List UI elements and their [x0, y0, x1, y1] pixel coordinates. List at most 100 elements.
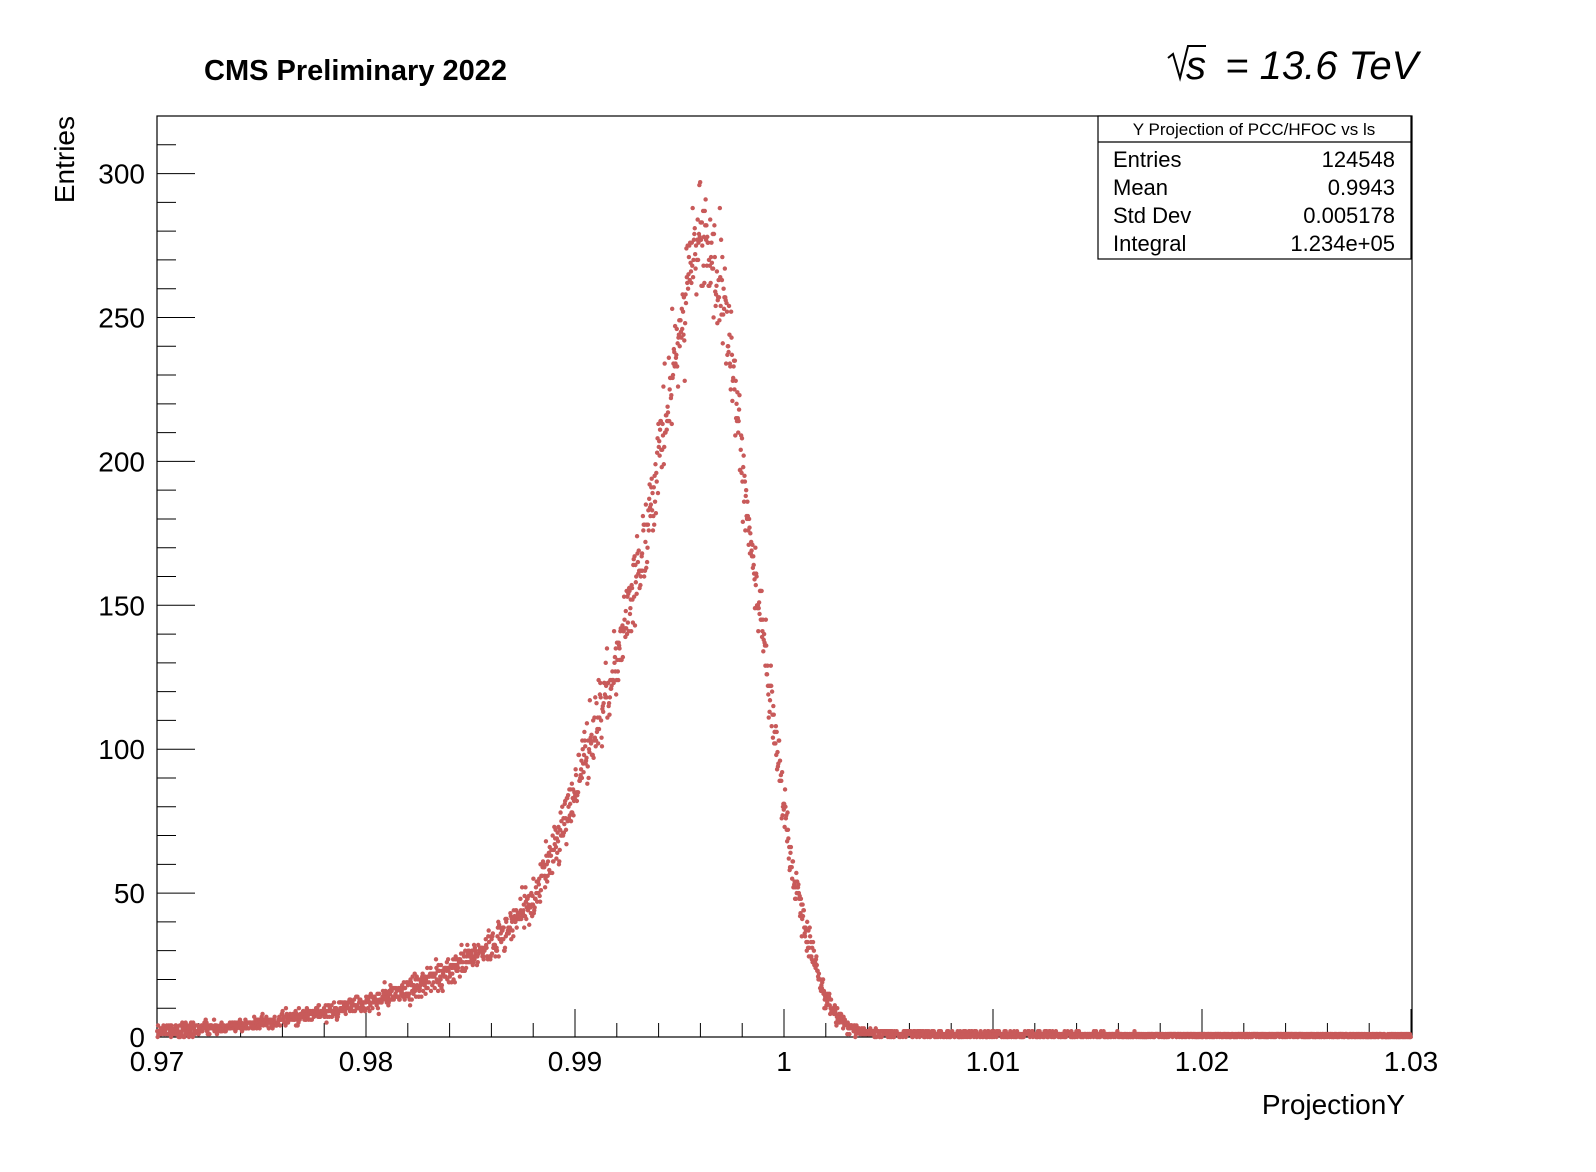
- data-point: [316, 1003, 322, 1008]
- data-point: [766, 715, 771, 720]
- data-point: [409, 997, 414, 1002]
- data-point: [425, 965, 430, 971]
- data-points: [155, 180, 1413, 1040]
- data-point: [435, 988, 441, 994]
- data-point: [557, 847, 562, 853]
- data-point: [329, 1003, 334, 1008]
- data-point: [628, 605, 633, 611]
- data-point: [655, 490, 661, 496]
- data-point: [382, 980, 387, 985]
- data-point: [155, 1023, 161, 1028]
- data-point: [697, 180, 703, 185]
- data-point: [647, 496, 652, 501]
- data-point: [661, 384, 666, 389]
- data-point: [510, 928, 515, 933]
- data-point: [511, 934, 516, 939]
- data-point: [757, 611, 762, 617]
- data-point: [545, 879, 550, 884]
- data-point: [667, 387, 672, 392]
- data-point: [594, 700, 599, 706]
- data-point: [486, 928, 491, 933]
- data-point: [661, 462, 667, 467]
- data-point: [475, 959, 481, 965]
- data-point: [827, 991, 832, 997]
- data-point: [692, 226, 697, 231]
- data-point: [536, 882, 542, 887]
- data-point: [754, 574, 759, 579]
- data-point: [620, 654, 626, 660]
- stats-row-value: 0.005178: [1303, 203, 1395, 228]
- data-point: [569, 781, 575, 786]
- data-point: [736, 430, 741, 435]
- data-point: [805, 939, 810, 945]
- stats-box-frame: [1097, 115, 1412, 260]
- data-point: [811, 948, 817, 953]
- data-point: [490, 931, 496, 936]
- data-point: [779, 770, 785, 775]
- data-point: [615, 669, 621, 674]
- data-point: [555, 839, 561, 844]
- data-point: [629, 628, 634, 634]
- data-point: [770, 735, 776, 740]
- data-point: [599, 744, 605, 749]
- data-point: [530, 893, 535, 899]
- data-point: [720, 312, 726, 317]
- data-point: [654, 470, 659, 476]
- energy-text: s = 13.6 TeV: [1186, 44, 1422, 88]
- data-point: [718, 237, 724, 242]
- data-point: [565, 793, 571, 798]
- data-point: [542, 885, 548, 890]
- data-point: [370, 1006, 375, 1011]
- data-point: [638, 574, 644, 579]
- data-point: [701, 263, 706, 268]
- x-tick-label: 1.02: [1175, 1046, 1230, 1077]
- data-point: [789, 876, 795, 881]
- data-point: [568, 818, 574, 824]
- data-point: [621, 594, 627, 599]
- data-point: [785, 827, 791, 832]
- data-point: [681, 332, 686, 337]
- data-point: [455, 965, 461, 971]
- data-point: [438, 977, 443, 982]
- data-point: [691, 257, 696, 263]
- data-point: [740, 519, 746, 525]
- data-point: [440, 988, 445, 994]
- data-point: [277, 1023, 283, 1028]
- data-point: [405, 982, 411, 988]
- data-point: [266, 1026, 272, 1031]
- data-point: [789, 864, 794, 870]
- data-point: [733, 433, 738, 438]
- data-point: [433, 957, 439, 962]
- data-point: [712, 223, 717, 228]
- data-point: [521, 908, 526, 913]
- data-point: [599, 735, 604, 740]
- data-point: [650, 490, 655, 496]
- data-point: [718, 303, 723, 309]
- data-point: [753, 545, 758, 550]
- data-point: [709, 240, 714, 245]
- y-tick-label: 150: [98, 590, 145, 621]
- data-point: [649, 508, 655, 513]
- energy-label: s = 13.6 TeV: [1167, 44, 1422, 88]
- data-point: [654, 479, 659, 484]
- data-point: [611, 628, 617, 634]
- data-point: [656, 444, 662, 450]
- data-point: [531, 876, 536, 881]
- data-point: [465, 942, 470, 948]
- data-point: [558, 810, 563, 815]
- data-point: [816, 971, 822, 976]
- data-point: [459, 942, 464, 948]
- data-point: [526, 893, 532, 899]
- data-point: [769, 689, 775, 694]
- data-point: [560, 804, 565, 809]
- data-point: [729, 335, 734, 340]
- data-point: [402, 985, 408, 991]
- data-point: [575, 790, 581, 795]
- data-point: [272, 1014, 277, 1020]
- data-point: [724, 300, 729, 306]
- data-point: [264, 1014, 269, 1020]
- data-point: [593, 744, 598, 749]
- data-point: [682, 321, 688, 326]
- data-point: [450, 971, 455, 976]
- data-point: [759, 588, 764, 594]
